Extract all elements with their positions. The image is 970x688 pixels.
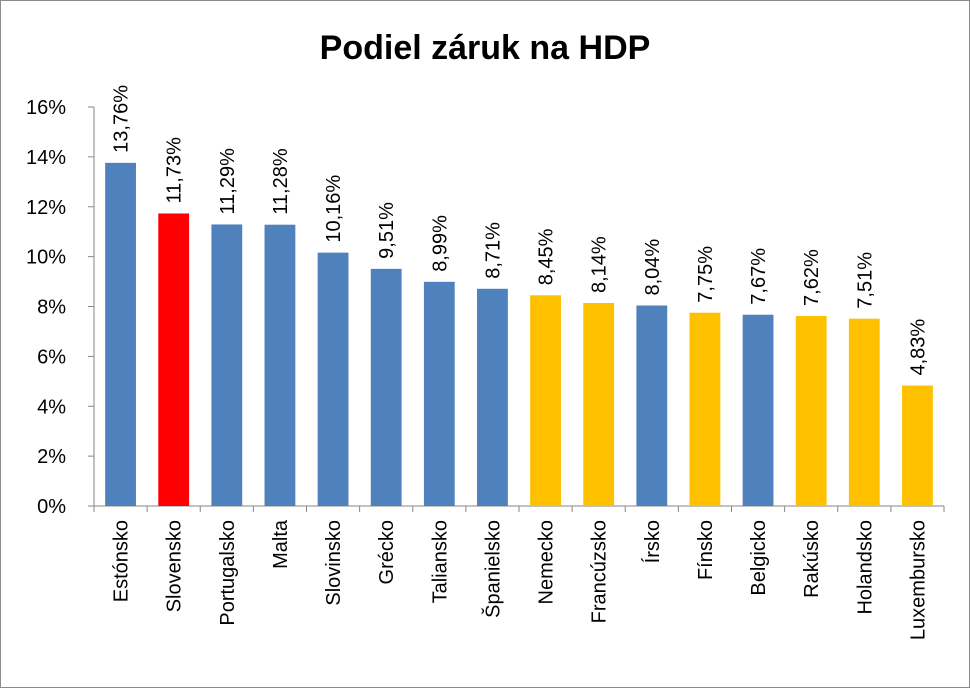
chart-axes: 0% 2% 4% 6% 8% 10% 12% 14% 16% [26,97,945,518]
chart-bars [105,162,933,507]
bar-value-label: 11,73% [164,137,186,204]
y-tick-label: 10% [26,247,66,269]
bar-value-label: 11,29% [217,148,239,215]
bar [211,224,243,506]
y-tick-label: 4% [37,396,66,418]
category-label: Fínsko [695,520,717,580]
bar-value-label: 11,28% [270,148,292,215]
category-label: Francúzsko [589,520,611,623]
bar [530,295,561,506]
bar [317,252,349,506]
y-tick-label: 12% [26,197,66,219]
y-tick-label: 14% [26,147,66,169]
category-label: Slovensko [164,520,186,612]
category-label: Írsko [641,520,664,563]
bar [158,213,190,506]
bar-value-label: 7,51% [854,252,876,309]
y-tick-label: 6% [37,346,66,368]
bar [689,312,721,506]
bar [264,224,296,506]
bar [477,288,508,506]
y-tick-label: 0% [37,496,66,518]
bar-value-label: 13,76% [111,85,133,153]
bar-value-label: 8,45% [536,228,558,285]
category-label: Holandsko [854,520,876,615]
y-tick-label: 8% [37,297,66,319]
bar [902,385,933,506]
category-label: Rakúsko [801,520,823,598]
bar [370,268,402,506]
bar [742,314,774,506]
bar [423,281,455,506]
category-label: Portugalsko [217,520,239,626]
y-tick-label: 16% [26,97,66,119]
category-label: Belgicko [748,520,770,596]
bar-value-label: 7,75% [695,246,717,303]
chart-category-labels: Estónsko Slovensko Portugalsko Malta Slovins… [111,519,930,640]
category-label: Grécko [376,520,398,584]
bar-value-label: 8,71% [482,222,504,279]
bar-value-label: 9,51% [376,202,398,259]
chart-title: Podiel záruk na HDP [320,29,651,67]
category-label: Luxembursko [907,520,929,640]
y-tick-label: 2% [37,446,66,468]
category-label: Nemecko [536,520,558,604]
bar-value-label: 8,04% [642,239,664,296]
category-label: Taliansko [429,520,451,603]
category-label: Malta [270,519,292,569]
bar-value-label: 7,62% [801,249,823,306]
bar-value-label: 7,67% [748,248,770,305]
bar [848,318,880,506]
bar [583,303,615,506]
bar-value-label: 4,83% [907,319,929,376]
chart-value-labels: 13,76% 11,73% 11,29% 11,28% 10,16% 9,51% 8,99%… [111,85,930,376]
bar-value-label: 8,14% [589,236,611,293]
bar [795,315,827,506]
category-label: Španielsko [481,520,504,618]
bar-value-label: 10,16% [323,175,345,243]
category-label: Estónsko [111,520,133,602]
bar [105,162,136,507]
bar [636,305,668,506]
bar-value-label: 8,99% [429,215,451,272]
category-label: Slovinsko [323,520,345,606]
